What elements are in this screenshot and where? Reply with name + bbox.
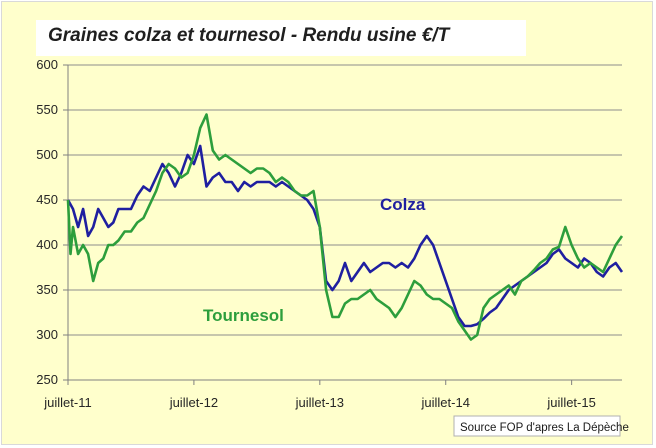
y-tick-label: 350: [36, 282, 58, 297]
chart-title: Graines colza et tournesol - Rendu usine…: [48, 25, 450, 46]
x-tick-labels: juillet-11 juillet-12 juillet-13 juillet-14…: [43, 380, 596, 410]
y-tick-label: 500: [36, 147, 58, 162]
x-tick-label: juillet-11: [43, 395, 91, 410]
source-box: [453, 415, 621, 437]
x-tick-label: juillet-12: [169, 395, 218, 410]
series-line-colza: [66, 144, 624, 328]
y-tick-label: 600: [36, 57, 58, 72]
series-label-colza: Colza: [380, 195, 426, 214]
y-tick-labels: 250 300 350 400 450 500 550 600: [36, 57, 68, 387]
series-label-tournesol: Tournesol: [203, 306, 284, 325]
y-tick-label: 550: [36, 102, 58, 117]
source-note: Source FOP d'apres La Dépèche: [460, 422, 629, 434]
series-lines: [66, 113, 624, 341]
x-tick-label: juillet-13: [295, 395, 344, 410]
y-tick-label: 250: [36, 372, 58, 387]
series-line-tournesol: [66, 113, 624, 341]
y-tick-label: 400: [36, 237, 58, 252]
gridlines: [68, 64, 622, 336]
x-tick-label: juillet-15: [546, 395, 595, 410]
y-tick-label: 450: [36, 192, 58, 207]
x-tick-label: juillet-14: [421, 395, 470, 410]
y-tick-label: 300: [36, 327, 58, 342]
title-box: Graines colza et tournesol - Rendu usine…: [36, 20, 526, 56]
